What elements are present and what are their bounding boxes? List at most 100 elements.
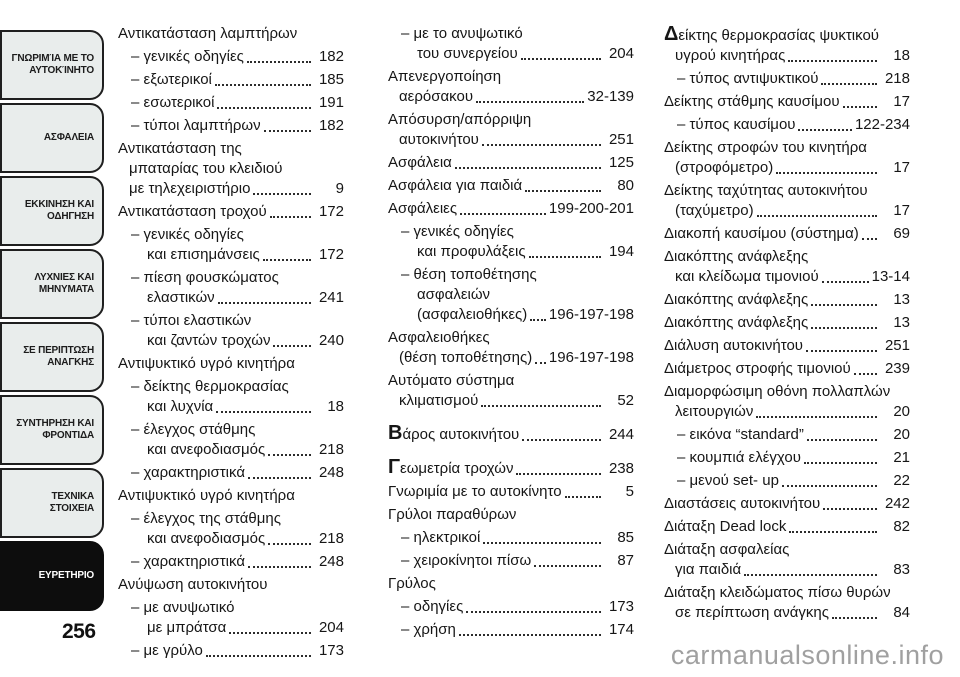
index-entry-text: – ηλεκτρικοί (401, 529, 481, 546)
index-entry-line: κλιματισμού 52 (388, 391, 634, 411)
index-entry: Διάμετρος στροφής τιμονιού 239 (664, 359, 910, 379)
page-ref: 218 (318, 441, 344, 458)
index-entry-text: Γνωριμία με το αυτοκίνητο (388, 483, 562, 500)
index-entry-text: και ανεφοδιασμός (147, 530, 266, 547)
index-entry-line: – εξωτερικοί 185 (118, 70, 344, 90)
index-entry: Αντικατάσταση της μπαταρίας του κλειδιού μ… (118, 139, 344, 199)
index-entry-line: Αντικατάσταση τροχού 172 (118, 202, 344, 222)
index-entry-text: – οδηγίες (401, 598, 464, 615)
index-entry-line: και ανεφοδιασμός 218 (118, 529, 344, 549)
index-entry-line: Ασφάλειες 199-200-201 (388, 199, 634, 219)
dot-leader (811, 304, 877, 306)
page-ref: 248 (318, 553, 344, 570)
page-ref: 191 (318, 94, 344, 111)
index-column: Αντικατάσταση λαμπτήρων – γενικές οδηγίες… (118, 24, 344, 664)
index-entry-line: – θέση τοποθέτησης (388, 265, 634, 285)
index-entry-line: ελαστικών 241 (118, 288, 344, 308)
index-entry-text: Διάταξη Dead lock (664, 518, 787, 535)
index-entry-line: και λυχνία 18 (118, 397, 344, 417)
index-entry-line: – γενικές οδηγίες (388, 222, 634, 242)
page-ref: 80 (617, 177, 634, 194)
index-entry: – τύποι λαμπτήρων 182 (118, 116, 344, 136)
page-ref: 204 (608, 45, 634, 62)
index-entry-text: – εικόνα “standard” (677, 426, 804, 443)
index-entry-line: – χειροκίνητοι πίσω 87 (388, 551, 634, 571)
page-ref: 248 (318, 464, 344, 481)
index-entry-line: – με γρύλο 173 (118, 641, 344, 661)
index-entry-line: Διακόπτης ανάφλεξης 13 (664, 313, 910, 333)
index-entry-text: Γρύλος (388, 575, 436, 592)
index-entry-text: Αντικατάσταση της (118, 140, 242, 157)
index-entry: – γενικές οδηγίες 182 (118, 47, 344, 67)
dot-leader (214, 84, 311, 86)
index-entry-text: (ταχύμετρο) (675, 202, 754, 219)
dot-leader (476, 101, 585, 103)
page-ref: 17 (893, 159, 910, 176)
page-ref: 240 (318, 332, 344, 349)
index-entry-line: Αντικατάσταση λαμπτήρων (118, 24, 344, 44)
dot-leader (528, 256, 601, 258)
lead-letter: Δ (664, 23, 679, 45)
index-entry: – μενού set- up 22 (664, 471, 910, 491)
index-entry-text: (στροφόμετρο) (675, 159, 774, 176)
dot-leader (798, 129, 852, 131)
index-entry-line: Βάρος αυτοκινήτου 244 (388, 423, 634, 445)
dot-leader (744, 574, 877, 576)
index-entry-text: – εσωτερικοί (131, 94, 215, 111)
page-ref: 185 (318, 71, 344, 88)
page-ref: 199-200-201 (548, 200, 634, 217)
index-entry-text: – γενικές οδηγίες (401, 223, 514, 240)
index-entry: Ασφάλεια 125 (388, 153, 634, 173)
watermark-text: carmanualsonline.info (670, 640, 944, 670)
index-entry-line: μπαταρίας του κλειδιού (118, 159, 344, 179)
index-entry-text: Διακοπή καυσίμου (σύστημα) (664, 225, 859, 242)
index-entry-text: – γενικές οδηγίες (131, 48, 244, 65)
dot-leader (481, 405, 601, 407)
dot-leader (789, 531, 877, 533)
index-entry-line: – γενικές οδηγίες (118, 225, 344, 245)
index-entry: – με το ανυψωτικό του συνεργείου 204 (388, 24, 634, 64)
dot-leader (861, 238, 877, 240)
dot-leader (460, 213, 546, 215)
index-entry-text: Διαστάσεις αυτοκινήτου (664, 495, 821, 512)
index-entry: Διάταξη κλειδώματος πίσω θυρών σε περίπτω… (664, 583, 910, 623)
dot-leader (466, 611, 601, 613)
index-entry-text: – μενού set- up (677, 472, 779, 489)
dot-leader (534, 565, 601, 567)
index-entry-text: και ανεφοδιασμός (147, 441, 266, 458)
dot-leader (262, 259, 311, 261)
index-entry-text: Διακόπτης ανάφλεξης (664, 314, 809, 331)
index-entry: – χαρακτηριστικά 248 (118, 463, 344, 483)
dot-leader (806, 350, 877, 352)
index-entry: – οδηγίες 173 (388, 597, 634, 617)
index-entry: Απόσυρση/απόρριψη αυτοκινήτου 251 (388, 110, 634, 150)
index-entry-text: Ασφάλειες (388, 200, 458, 217)
index-entry-text: Γρύλοι παραθύρων (388, 506, 517, 523)
index-entry: – έλεγχος στάθμης και ανεφοδιασμός 218 (118, 420, 344, 460)
page-ref: 251 (884, 337, 910, 354)
dot-leader (520, 58, 601, 60)
page-ref: 244 (608, 426, 634, 443)
index-entry: Διακόπτης ανάφλεξης 13 (664, 313, 910, 333)
index-entry-text: Διάταξη ασφαλείας (664, 541, 790, 558)
index-entry-line: – με το ανυψωτικό (388, 24, 634, 44)
index-entry-line: αερόσακου 32-139 (388, 87, 634, 107)
dot-leader (205, 655, 311, 657)
sidebar-tab: ΤΕΧΝΙΚΑ ΣΤΟΙΧΕΙΑ (0, 468, 104, 538)
index-entry-line: και κλείδωμα τιμονιού 13-14 (664, 267, 910, 287)
index-entry-text: κλιματισμού (399, 392, 479, 409)
index-entry-line: Ασφάλεια για παιδιά 80 (388, 176, 634, 196)
index-entry: – με ανυψωτικό με μπράτσα 204 (118, 598, 344, 638)
dot-leader (853, 373, 877, 375)
index-entry: Αντικατάσταση λαμπτήρων (118, 24, 344, 44)
index-column: – με το ανυψωτικό του συνεργείου 204 Απενερ… (388, 24, 634, 643)
index-entry: – χρήση 174 (388, 620, 634, 640)
index-entry-text: – χαρακτηριστικά (131, 464, 245, 481)
index-entry: – χαρακτηριστικά 248 (118, 552, 344, 572)
index-entry-line: σε περίπτωση ανάγκης 84 (664, 603, 910, 623)
index-entry-text: με τηλεχειριστήριο (129, 180, 251, 197)
index-entry-line: Δείκτης στροφών του κινητήρα (664, 138, 910, 158)
dot-leader (842, 106, 877, 108)
index-entry: Ανύψωση αυτοκινήτου (118, 575, 344, 595)
page-ref: 18 (893, 47, 910, 64)
